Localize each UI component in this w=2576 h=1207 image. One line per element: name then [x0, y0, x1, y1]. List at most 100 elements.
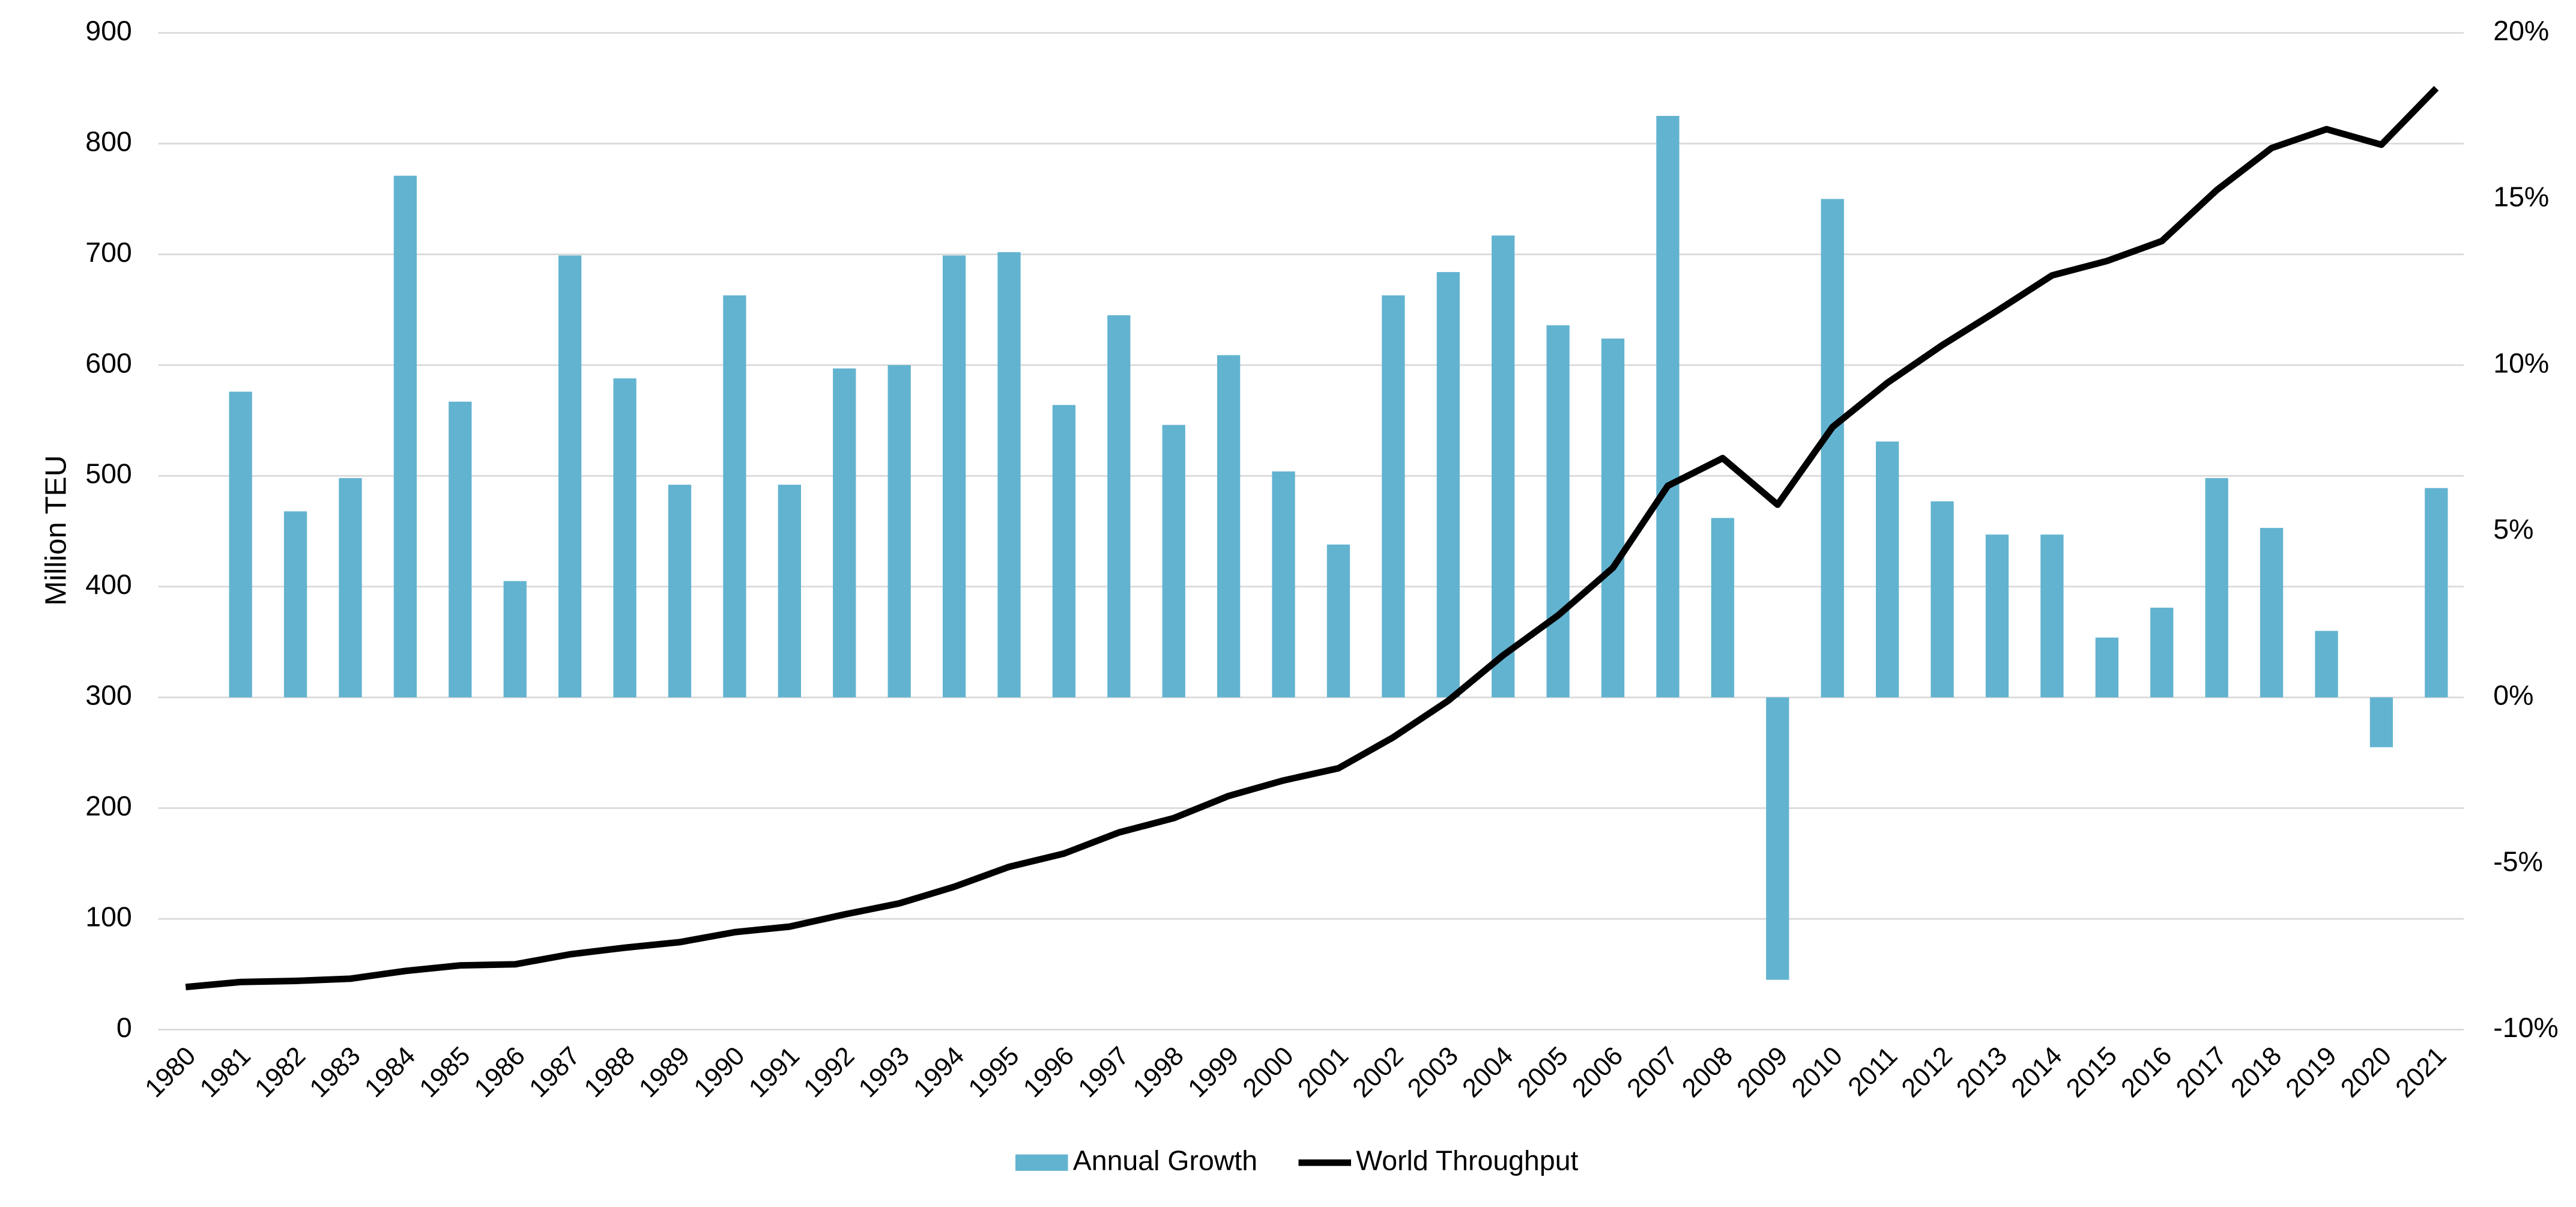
x-tick-label: 2001	[1292, 1041, 1354, 1103]
x-tick-label: 2012	[1896, 1041, 1958, 1103]
bar	[778, 485, 801, 698]
bar	[449, 401, 472, 698]
y-tick-label: 500	[85, 458, 132, 489]
x-tick-label: 1992	[798, 1041, 860, 1103]
x-tick-label: 2000	[1237, 1041, 1299, 1103]
x-tick-label: 1999	[1182, 1041, 1244, 1103]
bar	[1546, 325, 1570, 698]
x-tick-label: 1984	[359, 1041, 421, 1103]
x-tick-label: 1995	[963, 1041, 1024, 1103]
y-tick-label: 600	[85, 347, 132, 378]
x-tick-label: 2004	[1457, 1041, 1519, 1103]
y2-tick-label: 20%	[2493, 15, 2549, 46]
bar	[613, 378, 636, 698]
bar	[1601, 338, 1625, 698]
bar	[2040, 534, 2064, 698]
bar	[1711, 518, 1735, 698]
x-tick-label: 1986	[468, 1041, 530, 1103]
x-tick-label: 1996	[1018, 1041, 1080, 1103]
x-tick-label: 1980	[139, 1041, 201, 1103]
y2-tick-label: -10%	[2493, 1012, 2558, 1043]
x-tick-label: 2021	[2390, 1041, 2452, 1103]
y2-tick-label: 10%	[2493, 347, 2549, 378]
x-tick-label: 1994	[908, 1041, 970, 1103]
bar	[1272, 471, 1295, 698]
y-tick-label: 300	[85, 680, 132, 711]
y2-tick-label: 0%	[2493, 680, 2533, 711]
bar	[2260, 528, 2284, 698]
x-tick-label: 1987	[524, 1041, 585, 1103]
bar	[1382, 295, 1405, 698]
bar	[2095, 637, 2118, 698]
bar	[1930, 501, 1954, 698]
y2-tick-label: -5%	[2493, 846, 2543, 877]
bar	[558, 255, 582, 698]
y-tick-label: 0	[116, 1012, 132, 1043]
bar	[1162, 425, 1185, 698]
bar	[1052, 405, 1076, 698]
y-tick-label: 800	[85, 126, 132, 157]
x-tick-label: 2010	[1786, 1041, 1848, 1103]
x-tick-label: 2011	[1842, 1041, 1903, 1102]
bar	[1326, 544, 1350, 698]
y-tick-label: 200	[85, 790, 132, 821]
x-tick-label: 2007	[1621, 1041, 1683, 1103]
bar	[887, 365, 911, 698]
line	[185, 86, 2439, 991]
bar	[2315, 631, 2338, 698]
x-tick-label: 2019	[2280, 1041, 2342, 1103]
bar	[1436, 272, 1460, 698]
x-tick-label: 2014	[2006, 1041, 2067, 1103]
legend-label: World Throughput	[1356, 1145, 1578, 1176]
bar	[229, 392, 252, 698]
bar	[2205, 478, 2228, 698]
x-tick-label: 1985	[414, 1041, 476, 1103]
y-tick-label: 400	[85, 569, 132, 600]
bar	[1876, 441, 1899, 698]
x-tick-label: 1989	[633, 1041, 695, 1103]
bar	[283, 511, 307, 698]
x-tick-label: 1998	[1127, 1041, 1189, 1103]
x-tick-label: 2002	[1347, 1041, 1409, 1103]
bar	[1985, 534, 2009, 698]
x-tick-label: 2009	[1731, 1041, 1793, 1103]
x-tick-label: 1997	[1072, 1041, 1134, 1103]
x-tick-label: 2005	[1511, 1041, 1573, 1103]
bar	[393, 175, 417, 698]
bar	[339, 478, 362, 698]
x-tick-label: 1991	[743, 1041, 805, 1103]
bar	[2150, 607, 2174, 698]
bar	[997, 252, 1021, 698]
x-tick-label: 1993	[853, 1041, 915, 1103]
legend-label: Annual Growth	[1073, 1145, 1257, 1176]
x-tick-label: 2016	[2115, 1041, 2177, 1103]
bar	[723, 295, 746, 698]
x-tick-label: 2003	[1402, 1041, 1464, 1103]
x-tick-label: 1983	[304, 1041, 366, 1103]
bar	[1821, 199, 1844, 698]
bar	[942, 255, 966, 698]
bar	[1107, 315, 1131, 698]
bar	[668, 485, 692, 698]
x-tick-label: 1990	[688, 1041, 750, 1103]
y2-tick-label: 5%	[2493, 513, 2533, 545]
bar	[503, 581, 527, 698]
y-tick-label: 700	[85, 237, 132, 268]
y-tick-label: 100	[85, 901, 132, 932]
x-tick-label: 2013	[1951, 1041, 2013, 1103]
bar	[1217, 355, 1241, 698]
bar	[1656, 116, 1680, 698]
x-tick-label: 2006	[1567, 1041, 1628, 1103]
x-tick-label: 1981	[194, 1041, 256, 1103]
bar	[2425, 488, 2448, 698]
bar	[833, 368, 856, 698]
x-tick-label: 1988	[578, 1041, 640, 1103]
x-tick-label: 2017	[2170, 1041, 2232, 1103]
x-tick-label: 1982	[249, 1041, 311, 1103]
x-tick-label: 2008	[1677, 1041, 1738, 1103]
legend-swatch	[1015, 1154, 1068, 1171]
y-tick-label: 900	[85, 15, 132, 46]
y-axis-title: Million TEU	[40, 455, 73, 606]
